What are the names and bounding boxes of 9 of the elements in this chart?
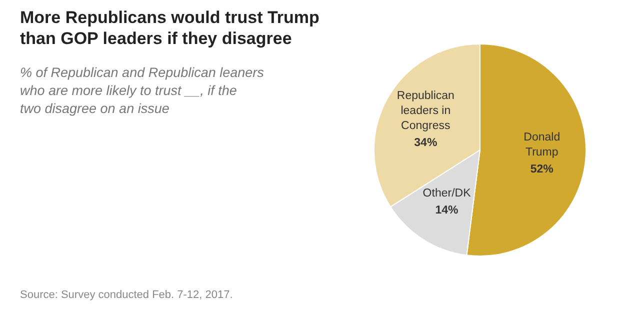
slice-label: Donald Trump [524, 131, 560, 158]
data-label: 14% [435, 204, 458, 216]
data-label: 34% [414, 137, 438, 150]
data-label: 52% [530, 163, 554, 176]
slice-label: Republican leaders in Congress [396, 90, 454, 132]
source-note: Source: Survey conducted Feb. 7-12, 2017. [20, 289, 233, 301]
slice-label: Other/DK [422, 187, 472, 200]
text: % of Republican and Republican leaners who are more likely to trust __, if the two disagree on an issue [20, 65, 264, 116]
text: More Republicans would trust Trump than GOP leaders if they disagree [20, 8, 320, 48]
